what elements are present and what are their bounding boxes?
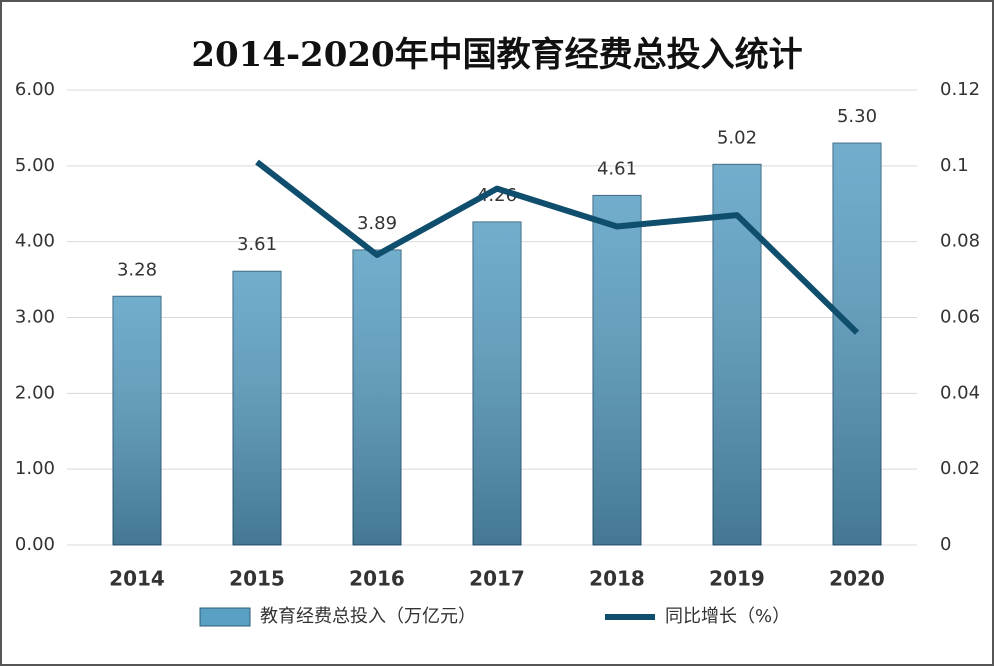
data-label: 3.61 bbox=[237, 234, 277, 255]
chart-title: 2014-2020年中国教育经费总投入统计 bbox=[191, 35, 802, 75]
y2-tick-label: 0.06 bbox=[940, 307, 980, 328]
y-tick-label: 1.00 bbox=[15, 458, 55, 479]
y-tick-label: 2.00 bbox=[15, 382, 55, 403]
y-tick-label: 0.00 bbox=[15, 534, 55, 555]
legend-label: 同比增长（%） bbox=[665, 606, 790, 627]
y2-tick-label: 0.1 bbox=[940, 155, 969, 176]
bar-shade bbox=[473, 221, 521, 545]
y-tick-label: 4.00 bbox=[15, 231, 55, 252]
x-tick-label: 2016 bbox=[349, 567, 405, 591]
x-tick-label: 2019 bbox=[709, 567, 765, 591]
legend-label: 教育经费总投入（万亿元） bbox=[260, 606, 476, 627]
bar-shade bbox=[713, 164, 761, 546]
y2-tick-label: 0 bbox=[940, 534, 951, 555]
bar-shade bbox=[113, 296, 161, 545]
y-tick-label: 6.00 bbox=[15, 79, 55, 100]
x-tick-label: 2017 bbox=[469, 567, 525, 591]
bar-shade bbox=[833, 143, 881, 546]
x-tick-label: 2015 bbox=[229, 567, 285, 591]
bar-shade bbox=[593, 195, 641, 546]
x-tick-label: 2018 bbox=[589, 567, 645, 591]
x-tick-label: 2020 bbox=[829, 567, 885, 591]
y2-tick-label: 0.08 bbox=[940, 231, 980, 252]
data-label: 5.30 bbox=[837, 106, 877, 127]
bar-shade bbox=[233, 271, 281, 545]
data-label: 4.61 bbox=[597, 158, 637, 179]
data-label: 5.02 bbox=[717, 127, 757, 148]
y2-tick-label: 0.12 bbox=[940, 79, 980, 100]
bar-shade bbox=[353, 250, 401, 545]
line bbox=[255, 159, 860, 335]
y2-tick-label: 0.02 bbox=[940, 458, 980, 479]
legend-swatch bbox=[199, 607, 251, 627]
y2-tick-label: 0.04 bbox=[940, 382, 980, 403]
y-tick-label: 5.00 bbox=[15, 155, 55, 176]
x-tick-label: 2014 bbox=[109, 567, 165, 591]
data-label: 3.28 bbox=[117, 259, 157, 280]
data-label: 3.89 bbox=[357, 213, 397, 234]
y-tick-label: 3.00 bbox=[15, 307, 55, 328]
